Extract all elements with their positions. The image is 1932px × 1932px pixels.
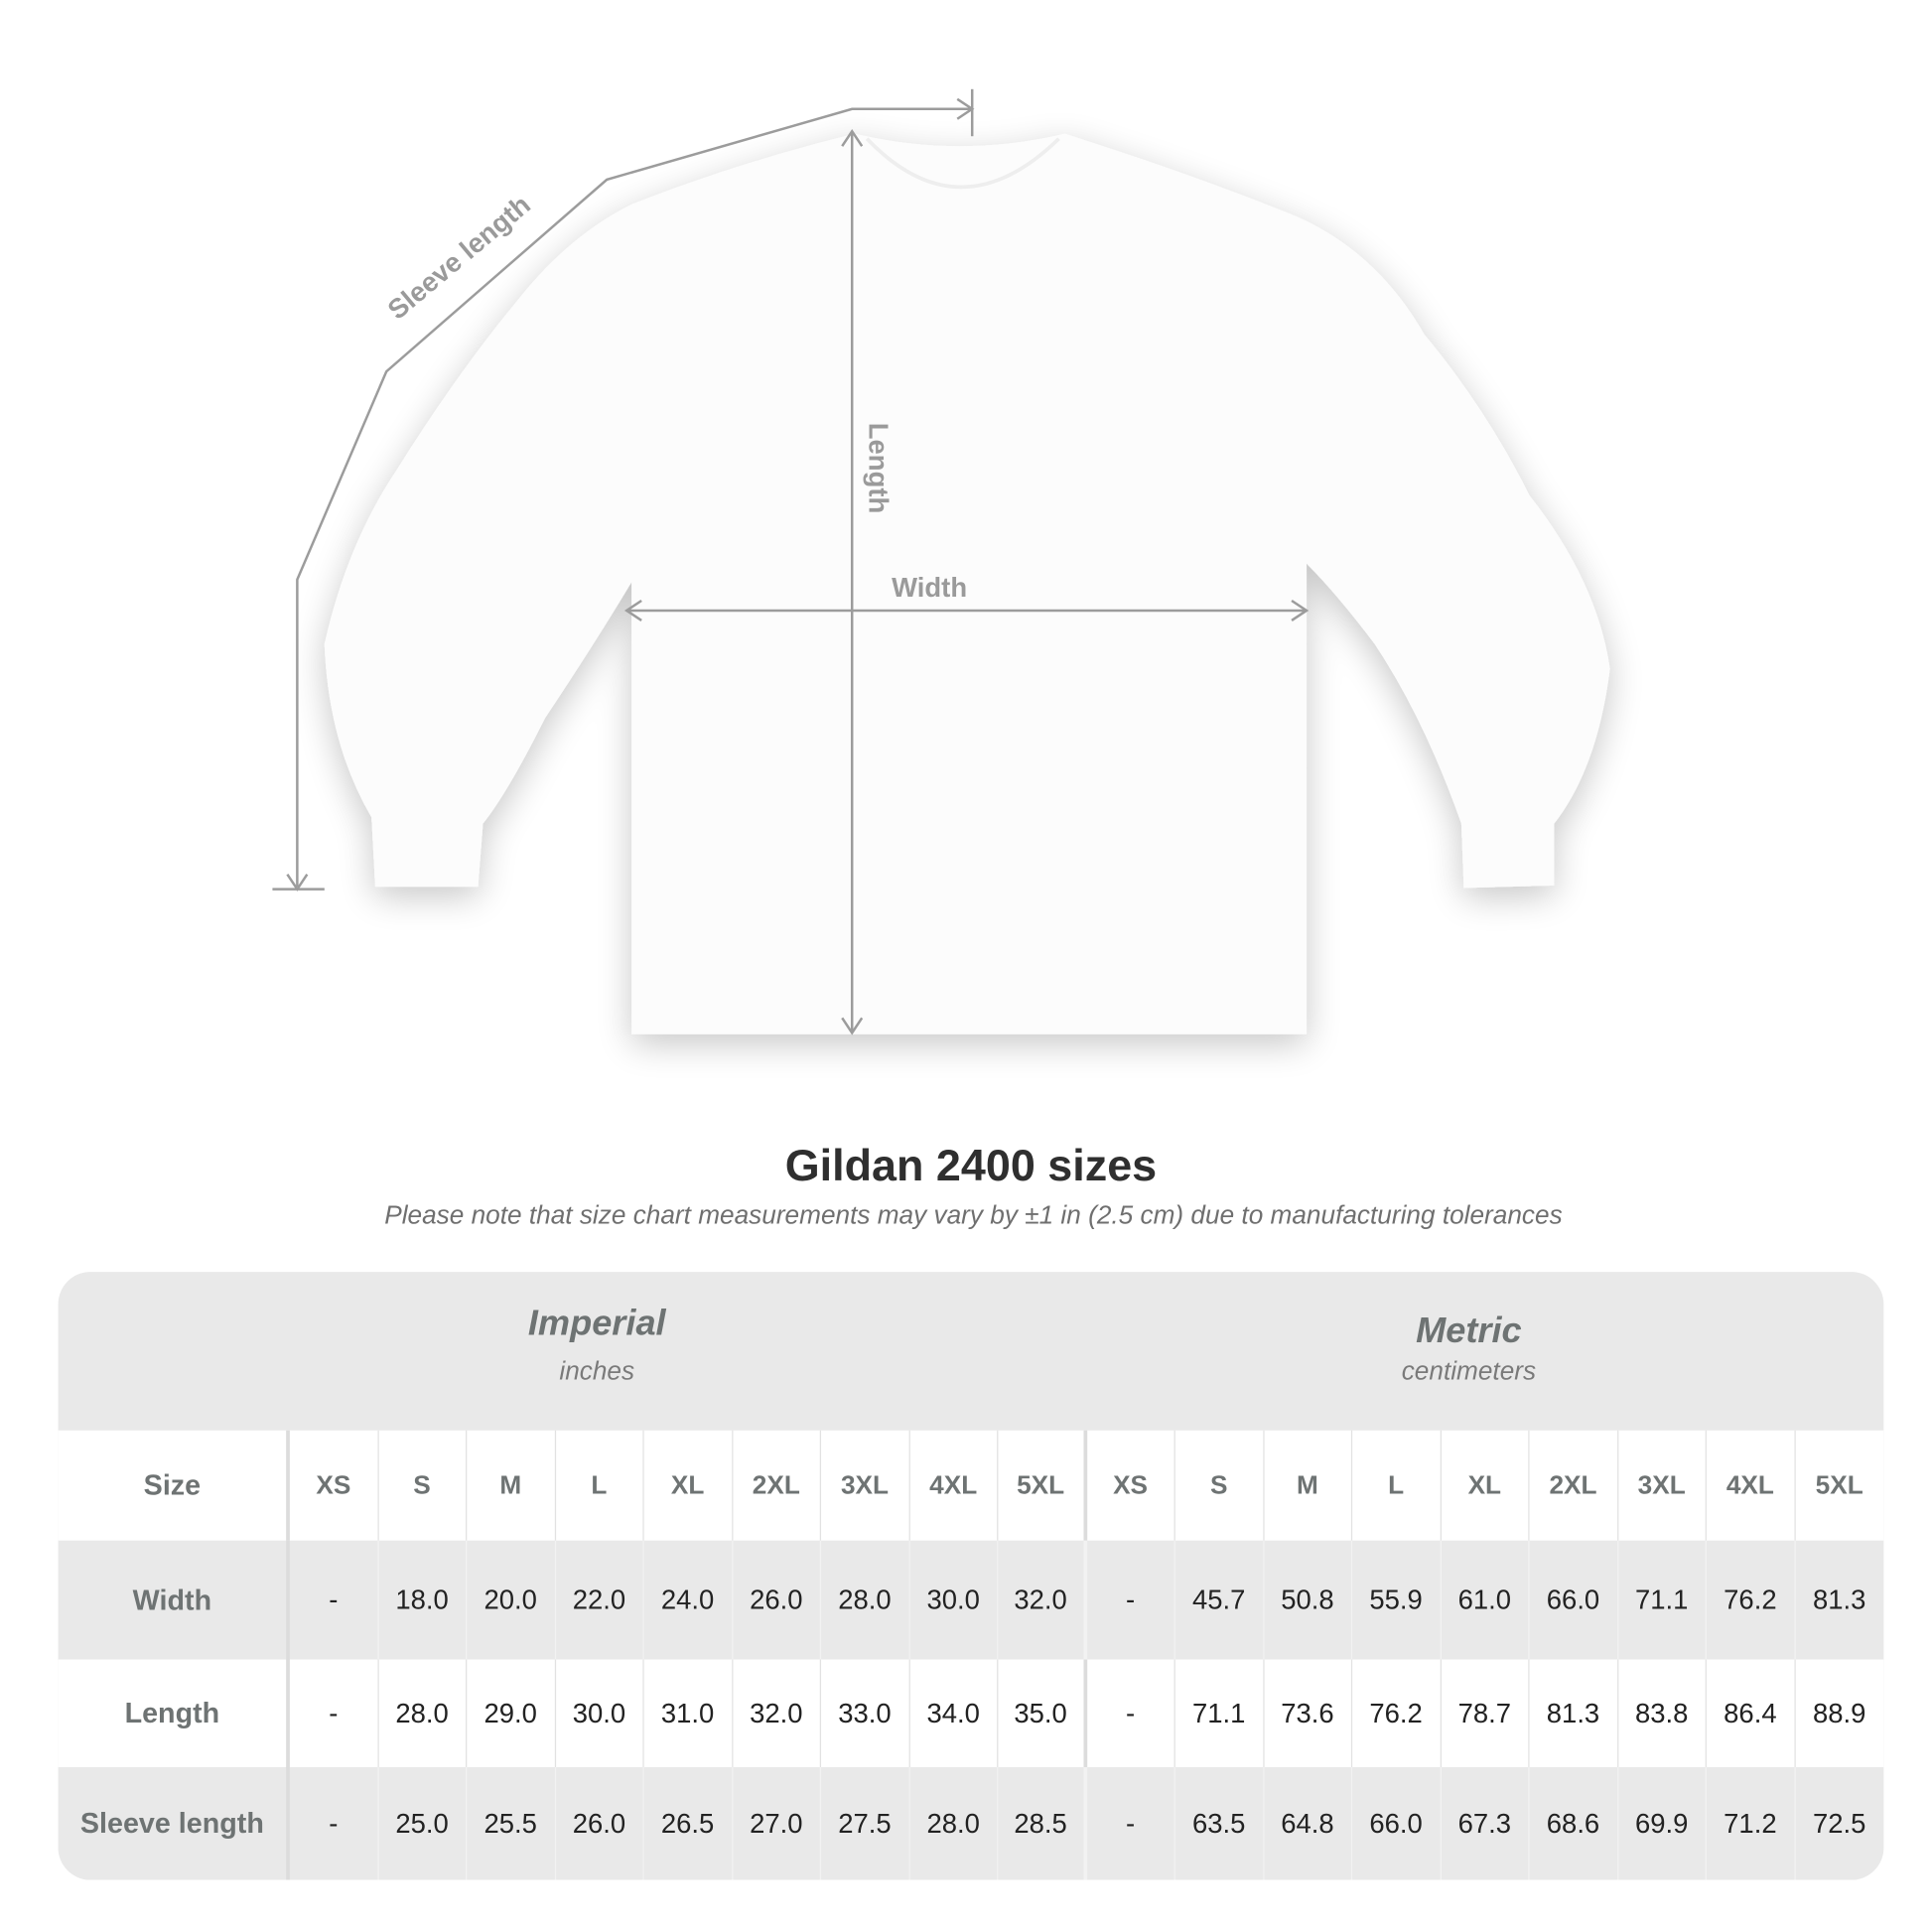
imperial-unit: inches xyxy=(559,1357,635,1386)
size-header-cell: 4XL xyxy=(1707,1430,1796,1541)
table-row: Length -28.0 29.0 30.0 31.0 32.0 33.0 34.0 35.0-… xyxy=(58,1659,1884,1768)
tolerance-note: Please note that size chart measurements… xyxy=(384,1200,1563,1230)
value-cell: 35.0 xyxy=(998,1659,1087,1768)
value-cell: 78.7 xyxy=(1441,1659,1530,1768)
value-cell: 88.9 xyxy=(1812,1697,1866,1728)
size-header-cell: 3XL xyxy=(821,1430,910,1541)
value-cell: 67.3 xyxy=(1441,1767,1530,1880)
value-cell: 71.2 xyxy=(1707,1767,1796,1880)
size-header-cell: 3XL xyxy=(1618,1430,1707,1541)
value-cell: 50.8 xyxy=(1264,1540,1353,1660)
value-cell: - xyxy=(290,1659,379,1768)
value-cell: 61.0 xyxy=(1441,1540,1530,1660)
value-cell: 81.3 xyxy=(1530,1659,1618,1768)
value-cell: 71.1 xyxy=(1175,1659,1264,1768)
value-cell: 18.0 xyxy=(378,1540,468,1660)
metric-header: Metric centimeters xyxy=(1221,1311,1717,1387)
size-table: Imperial inches Metric centimeters Size X… xyxy=(58,1272,1884,1880)
value-cell: 34.0 xyxy=(909,1659,999,1768)
row-label: Length xyxy=(59,1659,290,1768)
value-cell: 72.5 xyxy=(1812,1807,1866,1839)
value-cell: 76.2 xyxy=(1707,1540,1796,1660)
width-label: Width xyxy=(892,572,968,604)
value-cell: 26.0 xyxy=(555,1767,644,1880)
shirt-diagram xyxy=(272,88,1610,1035)
size-header-cell: M xyxy=(1264,1430,1353,1541)
size-header-cell: XS xyxy=(290,1430,379,1541)
size-header-cell: XL xyxy=(1441,1430,1530,1541)
size-header-cell: 5XL xyxy=(998,1430,1087,1541)
value-cell: 69.9 xyxy=(1618,1767,1707,1880)
value-cell: 28.0 xyxy=(378,1659,468,1768)
table-row: Sleeve length -25.0 25.5 26.0 26.5 27.0 27.5 28… xyxy=(58,1767,1884,1880)
value-cell: 32.0 xyxy=(733,1659,822,1768)
value-cell: 81.3 xyxy=(1812,1584,1866,1615)
value-cell: 32.0 xyxy=(998,1540,1087,1660)
value-cell: 20.0 xyxy=(467,1540,556,1660)
value-cell: - xyxy=(1087,1659,1175,1768)
row-label: Sleeve length xyxy=(59,1767,290,1880)
size-header-cell: XL xyxy=(644,1430,733,1541)
value-cell: 25.0 xyxy=(378,1767,468,1880)
value-cell: 24.0 xyxy=(644,1540,733,1660)
size-header-cell: 2XL xyxy=(1530,1430,1618,1541)
metric-unit: centimeters xyxy=(1401,1357,1537,1386)
value-cell: 66.0 xyxy=(1352,1767,1442,1880)
value-cell: 76.2 xyxy=(1352,1659,1442,1768)
size-header-cell: 2XL xyxy=(733,1430,822,1541)
value-cell: 30.0 xyxy=(555,1659,644,1768)
value-cell: 68.6 xyxy=(1530,1767,1618,1880)
value-cell: 27.5 xyxy=(821,1767,910,1880)
value-cell: 64.8 xyxy=(1264,1767,1353,1880)
value-cell: 28.5 xyxy=(998,1767,1087,1880)
size-header-cell: 5XL xyxy=(1815,1470,1863,1499)
value-cell: - xyxy=(290,1540,379,1660)
value-cell: 66.0 xyxy=(1530,1540,1618,1660)
size-header-cell: L xyxy=(1352,1430,1442,1541)
value-cell: 30.0 xyxy=(909,1540,999,1660)
imperial-header: Imperial inches xyxy=(349,1305,845,1388)
size-header-cell: S xyxy=(1175,1430,1264,1541)
imperial-title: Imperial xyxy=(527,1304,666,1344)
value-cell: - xyxy=(1087,1540,1175,1660)
value-cell: 29.0 xyxy=(467,1659,556,1768)
unit-header: Imperial inches Metric centimeters xyxy=(59,1272,1884,1431)
value-cell: 26.5 xyxy=(644,1767,733,1880)
collar xyxy=(865,137,1060,190)
value-cell: 73.6 xyxy=(1264,1659,1353,1768)
value-cell: 25.5 xyxy=(467,1767,556,1880)
value-cell: - xyxy=(1087,1767,1175,1880)
row-label: Size xyxy=(59,1430,290,1541)
metric-title: Metric xyxy=(1416,1311,1522,1351)
value-cell: 26.0 xyxy=(733,1540,822,1660)
value-cell: 55.9 xyxy=(1352,1540,1442,1660)
size-header-cell: M xyxy=(467,1430,556,1541)
value-cell: 63.5 xyxy=(1175,1767,1264,1880)
size-header-cell: S xyxy=(378,1430,468,1541)
sleeve-length-line xyxy=(296,107,973,888)
size-header-cell: 4XL xyxy=(909,1430,999,1541)
value-cell: 27.0 xyxy=(733,1767,822,1880)
row-label: Width xyxy=(59,1540,290,1660)
value-cell: 28.0 xyxy=(821,1540,910,1660)
value-cell: 45.7 xyxy=(1175,1540,1264,1660)
size-header-cell: L xyxy=(555,1430,644,1541)
value-cell: - xyxy=(290,1767,379,1880)
table-row: Width -18.0 20.0 22.0 24.0 26.0 28.0 30.0 32.0-4… xyxy=(58,1540,1884,1660)
value-cell: 71.1 xyxy=(1618,1540,1707,1660)
size-header-row: Size XS S M L XL 2XL 3XL 4XL 5XL XS S M L XL 2XL 3XL 4XL 5… xyxy=(58,1430,1884,1541)
length-label: Length xyxy=(863,422,895,514)
longsleeve-shirt-shape xyxy=(324,133,1610,1035)
value-cell: 33.0 xyxy=(821,1659,910,1768)
page-title: Gildan 2400 sizes xyxy=(784,1139,1158,1190)
value-cell: 86.4 xyxy=(1707,1659,1796,1768)
size-header-cell: XS xyxy=(1087,1430,1175,1541)
value-cell: 83.8 xyxy=(1618,1659,1707,1768)
value-cell: 31.0 xyxy=(644,1659,733,1768)
measurement-lines xyxy=(272,88,1310,1035)
value-cell: 28.0 xyxy=(909,1767,999,1880)
value-cell: 22.0 xyxy=(555,1540,644,1660)
